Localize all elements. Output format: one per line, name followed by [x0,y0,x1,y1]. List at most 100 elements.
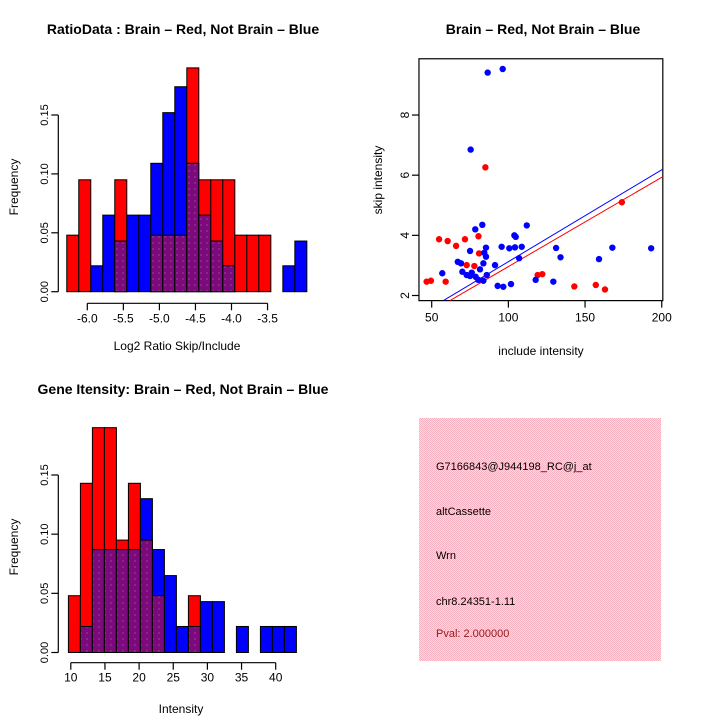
histogram-bar [163,575,177,653]
panel-gene-histogram: Gene Itensity: Brain – Red, Not Brain – … [0,360,360,720]
scatter-point-red [427,277,435,284]
scatter-point-red [461,236,469,243]
histogram-bar [66,234,80,293]
scatter-point-blue [515,255,523,262]
scatter-point-blue [494,282,501,290]
scatter-point-red [592,281,599,289]
scatter-point-red [452,242,460,250]
histogram-bar [294,240,308,293]
y-tick-label: 2 [398,292,412,299]
histogram-bar-overlap [174,234,188,293]
y-tick-label: 0.15 [39,464,51,485]
histogram-bar-overlap [162,234,176,293]
chart-title: RatioData : Brain – Red, Not Brain – Blu… [46,21,320,37]
y-tick-label: 0.10 [39,523,51,544]
scatter-point-blue [557,254,564,261]
x-tick-label: -4.5 [185,311,206,325]
x-tick-label: 40 [269,671,283,685]
panel-info: G7166843@J944198_RC@j_at altCassette Wrn… [360,360,720,720]
histogram-bar-overlap [79,625,93,654]
y-tick-label: 0.00 [39,281,51,302]
x-tick-label: 35 [235,671,249,685]
scatter-point-blue [457,260,465,267]
gene-histogram-plot: 0.00 0.05 0.10 0.15 10 15 20 25 30 35 40 [39,427,297,685]
y-tick-label: 0.05 [39,583,51,604]
histogram-bar-overlap [114,240,128,293]
scatter-point-red [471,262,478,270]
scatter-point-red [435,236,443,243]
histogram-bar-overlap [186,162,200,293]
histogram-bar [271,625,285,654]
x-tick-label: 50 [425,311,439,325]
scatter-point-blue [466,247,474,255]
scatter-point-red [444,237,451,245]
scatter-point-blue [476,266,484,273]
scatter-point-blue [518,243,525,250]
x-tick-label: 100 [498,311,518,325]
plot-box [418,58,664,302]
scatter-point-blue [480,277,487,284]
x-tick-label: -5.5 [113,311,134,325]
scatter-point-red [475,250,483,257]
histogram-bar [90,265,104,293]
histogram-bar [175,625,189,654]
scatter-point-blue [523,222,530,229]
pvalue-text: Pval: 2.000000 [436,628,510,640]
scatter-point-blue [647,245,655,252]
scatter-point-red [539,270,546,278]
scatter-point-blue [499,65,506,73]
histogram-bar-overlap [139,539,153,653]
x-tick-label: 10 [64,671,78,685]
histogram-bar-overlap [103,549,117,653]
y-tick-label: 4 [398,232,412,239]
panel-ratio-histogram: RatioData : Brain – Red, Not Brain – Blu… [0,0,360,360]
x-tick-label: 20 [132,671,146,685]
histogram-bar [282,265,296,293]
histogram-bar [246,234,260,293]
y-tick-label: 0.10 [39,163,51,184]
scatter-point-blue [480,260,487,267]
locus-text: chr8.24351-1.11 [436,596,516,608]
y-tick-label: 0.05 [39,222,51,243]
scatter-point-blue [532,276,539,284]
scatter-plot: 50 100 150 200 2 4 6 8 [398,58,672,325]
scatter-point-blue [439,270,446,277]
scatter-point-red [475,233,482,240]
histogram-bar-overlap [91,549,105,653]
ratio-histogram-plot: 0.00 0.05 0.10 0.15 -6.0 -5.5 -5.0 -4.5 -4.0 -3.5 [39,67,308,325]
scatter-point-blue [595,255,603,263]
histogram-bar [78,179,92,293]
x-tick-label: -4.0 [221,311,242,325]
y-tick-label: 6 [398,172,412,179]
histogram-bar [234,234,248,293]
scatter-point-blue [512,233,519,241]
histogram-bar-overlap [222,265,236,293]
x-tick-label: -6.0 [77,311,98,325]
scatter-point-red [601,286,609,293]
histogram-bar-overlap [115,549,129,653]
scatter-point-blue [468,269,475,276]
scatter-point-blue [491,261,499,269]
histogram-bar [211,601,225,654]
x-tick-label: -5.0 [149,311,170,325]
panel-scatter: Brain – Red, Not Brain – Blue skip inten… [360,0,720,360]
x-axis-label: include intensity [498,344,584,358]
x-tick-label: -3.5 [257,311,278,325]
scatter-point-blue [498,243,505,250]
scatter-point-red [463,261,470,269]
histogram-bar-overlap [198,214,212,293]
x-tick-label: 30 [201,671,215,685]
scatter-point-blue [552,244,560,252]
histogram-bar [102,214,116,293]
scatter-point-blue [467,146,474,153]
scatter-point-red [442,278,449,285]
histogram-bar [235,625,249,654]
x-tick-label: 15 [98,671,112,685]
scatter-point-blue [483,271,490,279]
scatter-point-blue [475,276,482,284]
scatter-point-blue [479,221,486,229]
histogram-bar [126,214,140,293]
scatter-point-blue [482,253,490,260]
y-tick-label: 8 [398,111,412,118]
